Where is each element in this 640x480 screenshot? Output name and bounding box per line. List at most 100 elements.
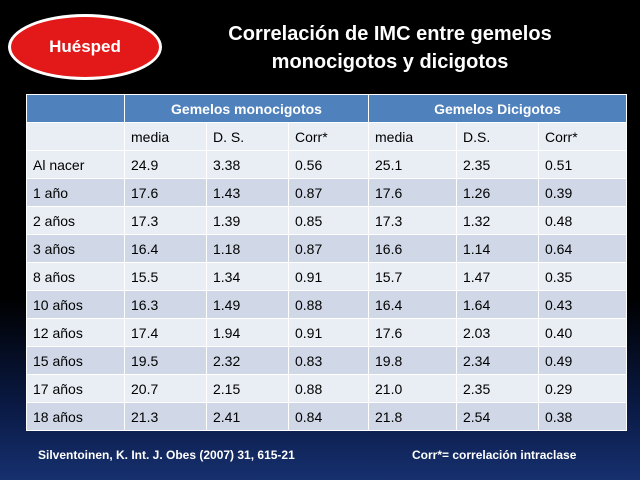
table-cell: 0.88 xyxy=(288,290,369,319)
table-cell: 15.7 xyxy=(368,262,457,291)
table-cell: 0.91 xyxy=(288,262,369,291)
table-cell: 2.15 xyxy=(206,374,289,403)
table-cell: 17.3 xyxy=(124,206,207,235)
subheader-cell: media xyxy=(368,122,457,151)
table-cell: 0.87 xyxy=(288,234,369,263)
table-cell: 2.35 xyxy=(456,374,539,403)
table-cell: 1.39 xyxy=(206,206,289,235)
table-cell: 0.38 xyxy=(537,402,628,431)
table-row: 17 años 20.7 2.15 0.88 21.0 2.35 0.29 xyxy=(26,374,628,403)
table-row: Al nacer 24.9 3.38 0.56 25.1 2.35 0.51 xyxy=(26,150,628,179)
row-label: 3 años xyxy=(26,234,125,263)
table-cell: 0.40 xyxy=(537,318,628,347)
table-cell: 1.14 xyxy=(456,234,539,263)
subheader-cell: D. S. xyxy=(206,122,289,151)
table-cell: 0.35 xyxy=(537,262,628,291)
table-cell: 17.4 xyxy=(124,318,207,347)
table-cell: 19.5 xyxy=(124,346,207,375)
table-cell: 2.03 xyxy=(456,318,539,347)
corner-header xyxy=(26,94,125,123)
header-monozygotic: Gemelos monocigotos xyxy=(124,94,369,123)
table-cell: 21.0 xyxy=(368,374,457,403)
row-label: 18 años xyxy=(26,402,125,431)
table-cell: 21.8 xyxy=(368,402,457,431)
corr-footnote: Corr*= correlación intraclase xyxy=(412,448,577,462)
host-badge-label: Huésped xyxy=(49,37,121,56)
table-cell: 16.4 xyxy=(124,234,207,263)
table-cell: 17.3 xyxy=(368,206,457,235)
table-cell: 17.6 xyxy=(368,178,457,207)
table-cell: 1.32 xyxy=(456,206,539,235)
table-cell: 1.49 xyxy=(206,290,289,319)
subheader-cell: Corr* xyxy=(288,122,369,151)
table-cell: 15.5 xyxy=(124,262,207,291)
table-cell: 1.18 xyxy=(206,234,289,263)
bmi-correlation-table: Gemelos monocigotos Gemelos Dicigotos medi… xyxy=(26,94,628,431)
table-cell: 0.49 xyxy=(537,346,628,375)
table-cell: 19.8 xyxy=(368,346,457,375)
table-cell: 0.43 xyxy=(537,290,628,319)
subheader-cell: Corr* xyxy=(537,122,628,151)
table-cell: 1.26 xyxy=(456,178,539,207)
row-label: 17 años xyxy=(26,374,125,403)
table-cell: 0.87 xyxy=(288,178,369,207)
header-dizygotic: Gemelos Dicigotos xyxy=(367,94,628,123)
subheader-cell: D.S. xyxy=(456,122,539,151)
table-cell: 0.88 xyxy=(288,374,369,403)
table-cell: 20.7 xyxy=(124,374,207,403)
table-cell: 0.85 xyxy=(288,206,369,235)
table-cell: 25.1 xyxy=(368,150,457,179)
table-row: 8 años 15.5 1.34 0.91 15.7 1.47 0.35 xyxy=(26,262,628,291)
row-label: 8 años xyxy=(26,262,125,291)
table-row: 10 años 16.3 1.49 0.88 16.4 1.64 0.43 xyxy=(26,290,628,319)
table-row: 12 años 17.4 1.94 0.91 17.6 2.03 0.40 xyxy=(26,318,628,347)
row-label: Al nacer xyxy=(26,150,125,179)
table-cell: 0.29 xyxy=(537,374,628,403)
row-label: 12 años xyxy=(26,318,125,347)
table-cell: 2.54 xyxy=(456,402,539,431)
table-cell: 2.35 xyxy=(456,150,539,179)
table-cell: 1.43 xyxy=(206,178,289,207)
table-cell: 0.64 xyxy=(537,234,628,263)
subheader-cell: media xyxy=(124,122,207,151)
host-badge: Huésped xyxy=(8,14,162,80)
subheader-cell xyxy=(26,122,125,151)
row-label: 2 años xyxy=(26,206,125,235)
table-cell: 0.91 xyxy=(288,318,369,347)
slide-title-line-1: Correlación de IMC entre gemelos xyxy=(228,23,552,45)
table-cell: 1.64 xyxy=(456,290,539,319)
table-cell: 0.48 xyxy=(537,206,628,235)
table-cell: 2.32 xyxy=(206,346,289,375)
table-cell: 0.39 xyxy=(537,178,628,207)
row-label: 15 años xyxy=(26,346,125,375)
table-cell: 1.94 xyxy=(206,318,289,347)
subheader-row: media D. S. Corr* media D.S. Corr* xyxy=(26,122,628,151)
table-cell: 17.6 xyxy=(368,318,457,347)
citation: Silventoinen, K. Int. J. Obes (2007) 31,… xyxy=(38,448,295,462)
table-cell: 24.9 xyxy=(124,150,207,179)
table-row: 18 años 21.3 2.41 0.84 21.8 2.54 0.38 xyxy=(26,402,628,431)
table-cell: 0.83 xyxy=(288,346,369,375)
table-cell: 16.3 xyxy=(124,290,207,319)
table-cell: 21.3 xyxy=(124,402,207,431)
slide-title-line-2: monocigotos y dicigotos xyxy=(271,51,509,73)
table-row: 1 año 17.6 1.43 0.87 17.6 1.26 0.39 xyxy=(26,178,628,207)
table-cell: 2.34 xyxy=(456,346,539,375)
table-cell: 3.38 xyxy=(206,150,289,179)
table-row: 2 años 17.3 1.39 0.85 17.3 1.32 0.48 xyxy=(26,206,628,235)
table-cell: 0.56 xyxy=(288,150,369,179)
row-label: 10 años xyxy=(26,290,125,319)
table-cell: 0.51 xyxy=(537,150,628,179)
table-cell: 0.84 xyxy=(288,402,369,431)
row-label: 1 año xyxy=(26,178,125,207)
table-cell: 1.34 xyxy=(206,262,289,291)
slide-title: Correlación de IMC entre gemelos monocig… xyxy=(190,20,590,76)
table-cell: 1.47 xyxy=(456,262,539,291)
table-cell: 16.4 xyxy=(368,290,457,319)
group-header-row: Gemelos monocigotos Gemelos Dicigotos xyxy=(26,94,628,123)
table-cell: 17.6 xyxy=(124,178,207,207)
table-row: 15 años 19.5 2.32 0.83 19.8 2.34 0.49 xyxy=(26,346,628,375)
table-cell: 2.41 xyxy=(206,402,289,431)
table-cell: 16.6 xyxy=(368,234,457,263)
table-row: 3 años 16.4 1.18 0.87 16.6 1.14 0.64 xyxy=(26,234,628,263)
